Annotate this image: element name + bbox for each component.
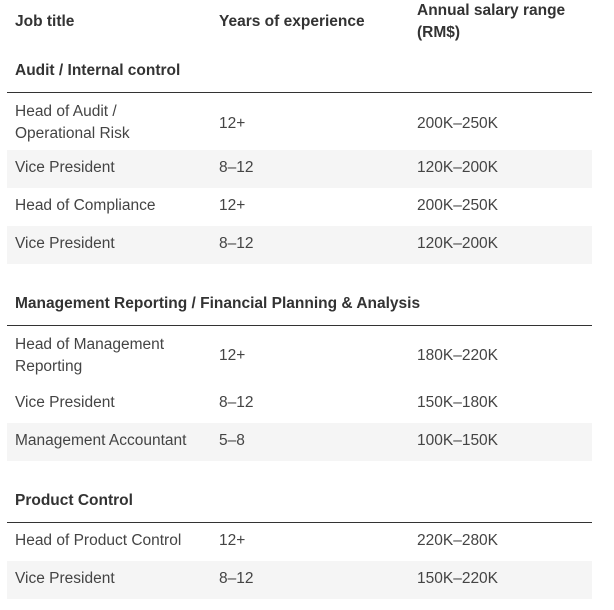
row-job-title: Head of Compliance	[15, 197, 156, 214]
row-salary: 180K–220K	[417, 347, 499, 364]
row-salary: 200K–250K	[417, 115, 499, 132]
table-row: Management Accountant 5–8 100K–150K	[7, 423, 592, 461]
row-salary: 100K–150K	[417, 432, 499, 449]
row-job-title-line1: Head of Audit /	[15, 103, 117, 120]
header-salary-line1: Annual salary range	[417, 2, 566, 19]
section-divider	[7, 325, 592, 326]
row-job-title-line2: Reporting	[15, 358, 83, 375]
row-job-title: Management Accountant	[15, 432, 187, 449]
row-years: 12+	[219, 197, 246, 214]
table-row: Vice President 8–12 150K–220K	[7, 561, 592, 599]
row-job-title: Vice President	[15, 394, 115, 411]
table-row: Head of Compliance 12+ 200K–250K	[7, 188, 592, 226]
table-row: Vice President 8–12 150K–180K	[7, 385, 592, 423]
row-years: 12+	[219, 532, 246, 549]
section-title-audit: Audit / Internal control	[15, 62, 181, 79]
row-job-title-line1: Head of Management	[15, 336, 165, 353]
section-divider	[7, 522, 592, 523]
row-salary: 200K–250K	[417, 197, 499, 214]
row-job-title-line2: Operational Risk	[15, 125, 130, 142]
table-row: Vice President 8–12 120K–200K	[7, 226, 592, 264]
section-title-product-control: Product Control	[15, 492, 133, 509]
row-years: 12+	[219, 115, 246, 132]
section-title-management-reporting: Management Reporting / Financial Plannin…	[15, 295, 421, 312]
section-divider	[7, 92, 592, 93]
row-job-title: Head of Product Control	[15, 532, 182, 549]
header-years-experience: Years of experience	[219, 13, 365, 30]
row-years: 8–12	[219, 159, 254, 176]
table-row: Head of Product Control 12+ 220K–280K	[7, 523, 592, 561]
table-row: Head of Audit / Operational Risk 12+ 200…	[7, 93, 592, 150]
row-salary: 150K–220K	[417, 570, 499, 587]
row-job-title: Head of Management Reporting	[15, 334, 215, 378]
row-years: 12+	[219, 347, 246, 364]
table-header: Job title Years of experience Annual sal…	[7, 0, 592, 52]
row-years: 8–12	[219, 394, 254, 411]
table-row: Vice President 8–12 120K–200K	[7, 150, 592, 188]
row-salary: 120K–200K	[417, 159, 499, 176]
row-salary: 120K–200K	[417, 235, 499, 252]
row-years: 8–12	[219, 570, 254, 587]
row-salary: 150K–180K	[417, 394, 499, 411]
table-row: Head of Management Reporting 12+ 180K–22…	[7, 326, 592, 385]
header-salary-line2: (RM$)	[417, 24, 461, 41]
row-years: 5–8	[219, 432, 245, 449]
row-job-title: Vice President	[15, 570, 115, 587]
row-job-title: Head of Audit / Operational Risk	[15, 101, 215, 145]
salary-table: Job title Years of experience Annual sal…	[7, 0, 592, 599]
row-job-title: Vice President	[15, 235, 115, 252]
header-job-title: Job title	[15, 13, 75, 30]
row-years: 8–12	[219, 235, 254, 252]
row-salary: 220K–280K	[417, 532, 499, 549]
row-job-title: Vice President	[15, 159, 115, 176]
header-salary-range: Annual salary range (RM$)	[417, 0, 592, 44]
